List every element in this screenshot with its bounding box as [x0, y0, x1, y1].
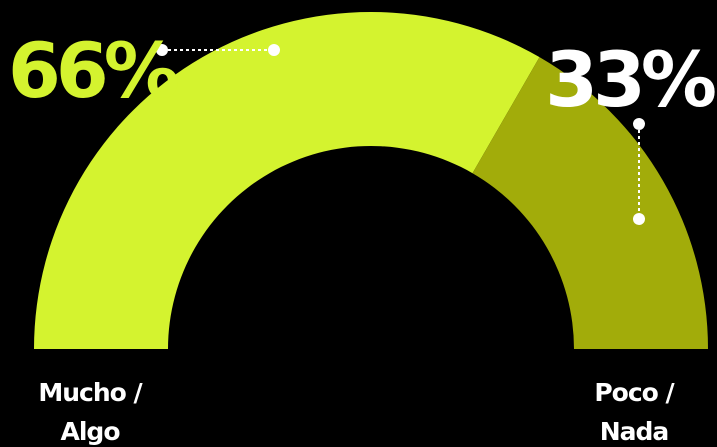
gauge-segment-mucho-algo	[34, 12, 540, 349]
category-label-mucho-algo-line1: Mucho /	[38, 378, 143, 407]
leader-dot-start-poco-nada	[633, 118, 645, 130]
leader-dot-end-poco-nada	[633, 213, 645, 225]
gauge-segments	[34, 12, 708, 349]
leader-lines	[156, 44, 645, 225]
value-label-mucho-algo: 66%	[8, 26, 178, 115]
gauge-segment-poco-nada	[472, 57, 708, 349]
leader-dot-start-mucho-algo	[156, 44, 168, 56]
value-label-poco-nada: 33%	[545, 35, 715, 124]
category-label-poco-nada-line2: Nada	[600, 417, 669, 446]
category-label-poco-nada-line1: Poco /	[594, 378, 675, 407]
leader-dot-end-mucho-algo	[268, 44, 280, 56]
category-label-mucho-algo-line2: Algo	[61, 417, 121, 446]
